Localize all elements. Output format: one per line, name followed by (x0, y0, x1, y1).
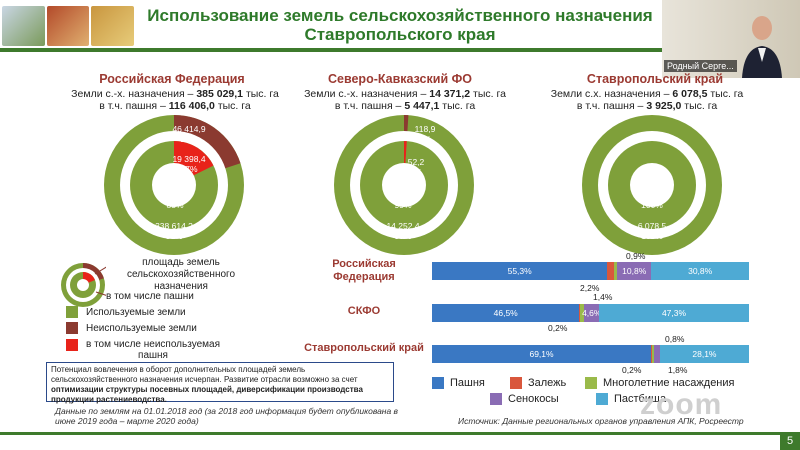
panel-subtitle-rf: Земли с.-х. назначения – 385 029,1 тыс. … (71, 88, 279, 112)
sk-outer-used-label: 6 078,5 100% (637, 221, 667, 241)
zoom-watermark: zoom (640, 388, 723, 421)
bar-segment-pastures: 28,1% (659, 345, 749, 363)
legend-unused-plow: в том числе неиспользуемая пашня (66, 339, 220, 361)
header-divider (0, 48, 800, 52)
rf-outer-used-label: 338 614,2 88% (155, 221, 193, 241)
donut-chart-rf (104, 115, 244, 255)
anno-rf-fallow: 2,2% (580, 283, 600, 293)
page-number: 5 (780, 432, 800, 450)
legend-unused: Неиспользуемые земли (66, 322, 197, 334)
video-tile[interactable]: Родный Серге... (662, 0, 800, 78)
bar-segment-fallow (607, 262, 615, 280)
bar-sk: 69,1% 28,1% (432, 345, 749, 363)
note-box: Потенциал вовлечения в оборот дополнител… (46, 362, 394, 404)
bar-segment-hayfields: 10,8% (617, 262, 652, 280)
bar-segment-hayfields (654, 345, 660, 363)
panel-title-sk: Ставропольский край (586, 72, 724, 86)
anno-sk-hayfields: 1,8% (668, 365, 688, 375)
bar-skfo: 46,5% 4,6% 47,3% (432, 304, 749, 322)
donut-chart-skfo (334, 115, 474, 255)
bar-rf: 55,3% 10,8% 30,8% (432, 262, 749, 280)
page-title: Использование земель сельскохозяйственно… (147, 6, 653, 44)
bar-legend-pastures-swatch (596, 393, 608, 405)
bar-legend-hayfields-swatch (490, 393, 502, 405)
legend-unused-plow-swatch (66, 339, 78, 351)
skfo-inner-used-label: 5 394,9 99% (388, 190, 418, 210)
legend-unused-swatch (66, 322, 78, 334)
bar-segment-pastures: 47,3% (599, 304, 749, 322)
anno-sk-orchards: 0,8% (665, 334, 685, 344)
bar-segment-fallow (651, 345, 652, 363)
participant-name: Родный Серге... (664, 60, 737, 72)
anno-skfo-fallow: 0,2% (548, 323, 568, 333)
legend-area-label: площадь земель сельскохозяйственного наз… (126, 257, 236, 292)
participant-avatar (742, 16, 782, 78)
legend-used-swatch (66, 306, 78, 318)
sk-inner-used-label: 3 925,0 100% (637, 190, 667, 210)
rf-inner-used-label: 97 007,6 83% (158, 190, 192, 210)
bar-legend-plow: Пашня (432, 377, 485, 389)
bar-legend-orchards: Многолетние насаждения (585, 377, 734, 389)
photo-emblem (2, 6, 45, 46)
bar-legend-orchards-swatch (585, 377, 597, 389)
anno-skfo-orchards: 1,4% (593, 292, 613, 302)
photo-field (91, 6, 135, 46)
donut-chart-sk (582, 115, 722, 255)
skfo-outer-unused-label: 118,9 1% (414, 124, 436, 144)
anno-rf-orchards: 0,9% (626, 251, 646, 261)
source-note: Источник: Данные региональных органов уп… (458, 416, 744, 426)
skfo-outer-used-label: 14 252,4 99% (386, 221, 420, 241)
bar-segment-fallow (579, 304, 581, 322)
bar-label-skfo: СКФО (347, 305, 381, 317)
legend-used: Используемые земли (66, 306, 186, 318)
bar-segment-pastures: 30,8% (651, 262, 749, 280)
bar-segment-plow: 69,1% (432, 345, 652, 363)
legend-plow-label: в том числе пашни (106, 291, 194, 302)
bar-segment-orchards (614, 262, 618, 280)
photo-tractor (46, 6, 90, 46)
panel-subtitle-skfo: Земли с.-х. назначения – 14 371,2 тыс. г… (304, 88, 506, 112)
bar-segment-hayfields: 4,6% (582, 304, 601, 322)
bar-segment-orchards (580, 304, 585, 322)
footer-note: Данные по землям на 01.01.2018 год (за 2… (55, 406, 398, 426)
skfo-inner-unused-label: 52,2 1% (407, 157, 425, 177)
bar-label-rf: Российская Федерация (332, 258, 396, 283)
header-photos (2, 6, 135, 46)
donut-legend-icon (61, 263, 106, 307)
bar-segment-plow: 46,5% (432, 304, 580, 322)
bar-label-sk: Ставропольский край (304, 342, 424, 354)
panel-title-rf: Российская Федерация (99, 72, 245, 86)
panel-title-skfo: Северо-Кавказский ФО (327, 72, 472, 86)
bar-legend-fallow: Залежь (510, 377, 566, 389)
bar-segment-orchards (651, 345, 655, 363)
bar-legend-plow-swatch (432, 377, 444, 389)
rf-inner-unused-label: 19 398,4 17% (172, 154, 206, 174)
rf-outer-unused-label: 46 414,9 12% (172, 124, 206, 144)
bar-segment-plow: 55,3% (432, 262, 608, 280)
bar-legend-fallow-swatch (510, 377, 522, 389)
anno-sk-fallow: 0,2% (622, 365, 642, 375)
bar-legend-hayfields: Сенокосы (490, 393, 559, 405)
panel-subtitle-sk: Земли с.х. назначения – 6 078,5 тыс. га … (550, 88, 744, 112)
bar-legend-pastures: Пастбища (596, 393, 666, 405)
footer-divider (0, 432, 800, 435)
